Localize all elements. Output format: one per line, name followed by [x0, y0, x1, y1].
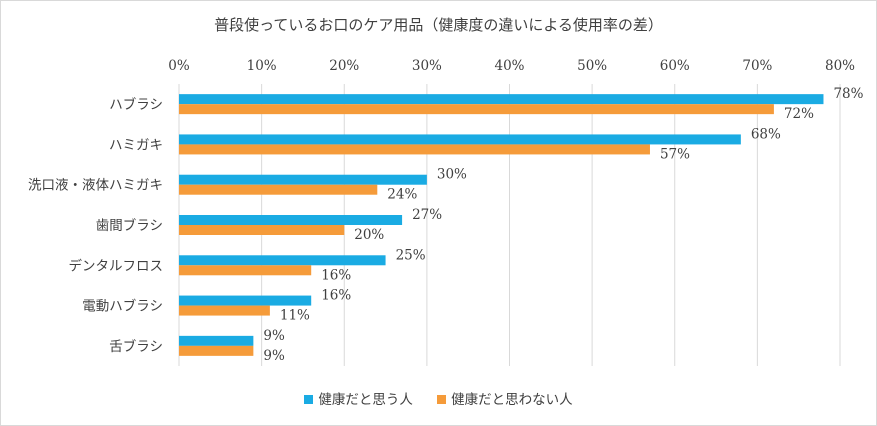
data-label-s1-6: 9% [263, 348, 285, 364]
category-label-2: 洗口液・液体ハミガキ [28, 178, 163, 194]
x-tick-label-2: 20% [329, 58, 359, 74]
bar-s0-1 [179, 134, 741, 145]
legend-item-not-healthy: 健康だと思わない人 [437, 388, 573, 408]
category-label-3: 歯間ブラシ [96, 217, 163, 234]
bar-s0-3 [179, 215, 403, 225]
x-tick-label-3: 30% [412, 58, 442, 74]
x-tick-label-1: 10% [247, 58, 277, 74]
bar-s0-5 [179, 295, 312, 306]
data-label-s1-5: 11% [280, 308, 310, 324]
bar-s1-4 [179, 265, 312, 276]
bar-s0-4 [179, 255, 386, 266]
x-tick-label-8: 80% [825, 58, 855, 74]
legend: 健康だと思う人 健康だと思わない人 [0, 388, 877, 408]
data-label-s0-5: 16% [321, 288, 351, 304]
category-label-0: ハブラシ [109, 96, 163, 113]
legend-swatch-not-healthy [437, 395, 447, 404]
bar-s0-2 [179, 174, 427, 185]
bar-s1-5 [179, 305, 270, 316]
chart-title: 普段使っているお口のケア用品（健康度の違いによる使用率の差） [214, 16, 663, 34]
data-label-s1-3: 20% [354, 227, 384, 243]
category-label-4: デンタルフロス [69, 257, 164, 274]
x-tick-label-4: 40% [494, 58, 524, 74]
legend-label-healthy: 健康だと思う人 [318, 392, 413, 408]
data-label-s0-3: 27% [412, 207, 442, 223]
bar-s1-0 [179, 104, 774, 115]
data-label-s0-6: 9% [263, 328, 285, 344]
data-label-s1-0: 72% [784, 106, 814, 122]
bar-s1-3 [179, 225, 345, 235]
bar-s0-6 [179, 335, 254, 346]
data-label-s0-4: 25% [396, 247, 426, 263]
x-tick-labels: 0% 10% 20% 30% 40% 50% 60% 70% 80% [168, 58, 855, 74]
bar-s1-6 [179, 345, 254, 356]
data-label-s0-0: 78% [833, 86, 863, 102]
category-label-1: ハミガキ [109, 137, 163, 153]
category-label-5: 電動ハブラシ [82, 298, 163, 315]
data-label-s0-2: 30% [437, 167, 467, 183]
data-label-s0-1: 68% [751, 126, 781, 142]
data-label-s1-4: 16% [321, 267, 351, 283]
x-tick-label-7: 70% [742, 58, 772, 74]
data-label-s1-2: 24% [387, 187, 417, 203]
bars [179, 94, 824, 356]
category-label-6: 舌ブラシ [109, 338, 163, 355]
legend-swatch-healthy [304, 395, 314, 404]
legend-label-not-healthy: 健康だと思わない人 [451, 392, 573, 408]
bar-s1-2 [179, 184, 378, 195]
legend-item-healthy: 健康だと思う人 [304, 388, 413, 408]
data-label-s1-1: 57% [660, 146, 690, 162]
data-labels: 78% 72%68% 57% 30% 24% 27% 20% 25% 16% 16% 11% 9% 9% [263, 86, 863, 364]
x-tick-label-6: 60% [660, 58, 690, 74]
x-tick-label-5: 50% [577, 58, 607, 74]
x-tick-label-0: 0% [168, 58, 190, 74]
bar-s0-0 [179, 94, 824, 105]
bar-s1-1 [179, 144, 650, 155]
